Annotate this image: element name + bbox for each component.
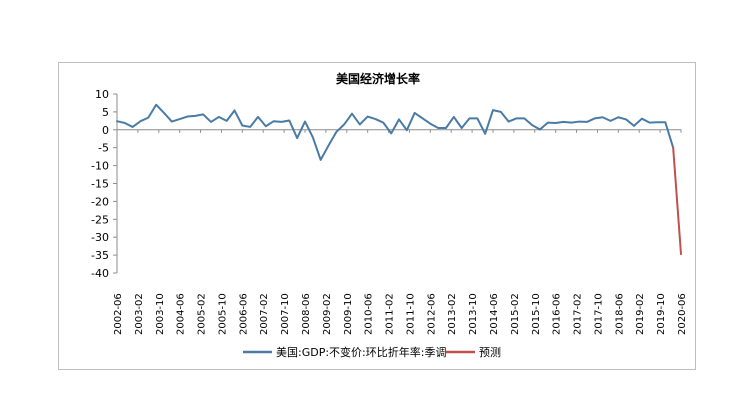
x-tick-label: 2005-10	[217, 293, 228, 335]
y-tick-label: -20	[91, 195, 109, 208]
y-axis-ticks: 10 5 0 -5 -10 -15 -20 -25 -30 -35 -40	[91, 88, 117, 280]
x-tick-label: 2007-10	[280, 293, 291, 335]
x-tick-label: 2017-02	[573, 293, 584, 335]
legend-label-forecast: 预测	[479, 346, 501, 359]
y-tick-label: -35	[91, 249, 109, 262]
y-tick-label: -25	[91, 213, 109, 226]
x-tick-label: 2007-02	[259, 293, 270, 335]
x-tick-label: 2009-10	[343, 293, 354, 335]
x-tick-label: 2010-06	[364, 293, 375, 335]
x-tick-label: 2002-06	[113, 293, 124, 335]
x-tick-label: 2016-06	[552, 293, 563, 335]
x-tick-label: 2003-02	[134, 293, 145, 335]
x-tick-label: 2003-10	[155, 293, 166, 335]
x-tick-label: 2015-10	[531, 293, 542, 335]
y-tick-label: -5	[98, 142, 109, 155]
x-tick-label: 2013-10	[468, 293, 479, 335]
series-line-gdp	[116, 103, 675, 161]
x-tick-label: 2004-06	[176, 293, 187, 335]
x-tick-label: 2011-10	[405, 293, 416, 335]
x-tick-label: 2020-06	[677, 293, 688, 335]
y-tick-label: -30	[91, 231, 109, 244]
x-tick-label: 2006-06	[238, 293, 249, 335]
x-tick-label: 2019-10	[656, 293, 667, 335]
legend: 美国:GDP:不变价:环比折年率:季调 预测	[243, 345, 501, 359]
x-tick-label: 2011-02	[385, 293, 396, 335]
x-tick-label: 2012-06	[426, 293, 437, 335]
legend-label-gdp: 美国:GDP:不变价:环比折年率:季调	[276, 345, 446, 359]
x-axis-ticks: 2002-06 2003-02 2003-10 2004-06 2005-02 2005-…	[113, 129, 688, 335]
x-tick-label: 2017-10	[593, 293, 604, 335]
chart-title: 美国经济增长率	[336, 71, 420, 86]
x-tick-label: 2014-06	[489, 293, 500, 335]
x-tick-label: 2018-06	[614, 293, 625, 335]
x-tick-label: 2009-02	[322, 293, 333, 335]
series-layer	[116, 103, 682, 256]
x-tick-label: 2005-02	[197, 293, 208, 335]
y-tick-label: -40	[91, 267, 109, 280]
series-line-forecast	[672, 146, 682, 256]
y-tick-label: 5	[102, 106, 109, 119]
gdp-growth-chart: 美国经济增长率 10 5 0 -5 -10 -15 -20 -25 -30 -35 -40 2002…	[91, 71, 688, 359]
y-tick-label: -10	[91, 160, 109, 173]
x-tick-label: 2008-06	[301, 293, 312, 335]
y-tick-label: 10	[95, 88, 109, 101]
y-tick-label: -15	[91, 178, 109, 191]
x-tick-label: 2019-02	[635, 293, 646, 335]
x-tick-label: 2013-02	[447, 293, 458, 335]
chart-frame: 美国经济增长率 10 5 0 -5 -10 -15 -20 -25 -30 -35 -40 2002…	[58, 62, 696, 370]
y-tick-label: 0	[102, 124, 109, 137]
x-tick-label: 2015-02	[510, 293, 521, 335]
